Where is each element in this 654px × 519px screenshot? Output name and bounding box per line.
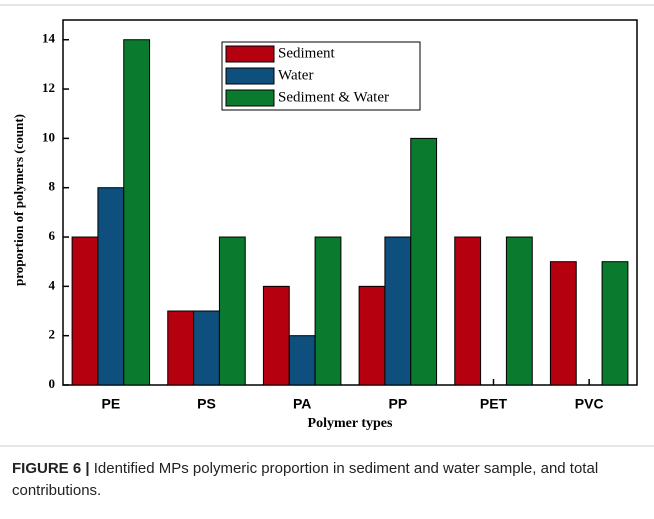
y-tick-label: 8 bbox=[49, 179, 56, 194]
caption-label: FIGURE 6 | bbox=[12, 460, 90, 477]
bar bbox=[454, 236, 482, 386]
bar bbox=[410, 137, 438, 386]
legend-swatch bbox=[225, 67, 275, 85]
legend-swatch bbox=[225, 89, 275, 107]
bar bbox=[601, 261, 629, 386]
bar bbox=[167, 310, 195, 386]
y-tick-label: 0 bbox=[49, 376, 56, 391]
chart: proportion of polymers (count) Polymer t… bbox=[0, 4, 654, 447]
legend-label: Sediment bbox=[278, 45, 335, 61]
x-axis-label: Polymer types bbox=[308, 416, 393, 431]
x-tick-label: PET bbox=[480, 396, 508, 412]
bar bbox=[358, 285, 386, 386]
legend-label: Water bbox=[278, 67, 313, 83]
y-tick-label: 14 bbox=[42, 31, 56, 46]
x-tick-label: PE bbox=[101, 396, 120, 412]
bar bbox=[288, 335, 316, 386]
bar bbox=[123, 39, 151, 386]
bar bbox=[193, 310, 220, 386]
legend-swatch bbox=[225, 45, 275, 63]
bar bbox=[314, 236, 342, 386]
y-axis-label: proportion of polymers (count) bbox=[11, 114, 26, 286]
y-tick-label: 12 bbox=[42, 80, 55, 95]
x-tick-label: PP bbox=[388, 396, 407, 412]
caption: FIGURE 6 | Identified MPs polymeric prop… bbox=[12, 458, 642, 502]
x-tick-label: PS bbox=[197, 396, 216, 412]
plot-frame bbox=[62, 19, 638, 386]
bar bbox=[549, 261, 577, 386]
bar bbox=[97, 187, 125, 386]
bar bbox=[505, 236, 533, 386]
caption-text: Identified MPs polymeric proportion in s… bbox=[12, 460, 599, 499]
y-tick-label: 4 bbox=[49, 277, 56, 292]
legend-label: Sediment & Water bbox=[278, 89, 389, 105]
y-tick-label: 6 bbox=[49, 228, 56, 243]
y-tick-label: 10 bbox=[42, 129, 55, 144]
bar bbox=[262, 285, 290, 386]
x-tick-label: PVC bbox=[575, 396, 604, 412]
bar bbox=[384, 236, 412, 386]
bar bbox=[218, 236, 246, 386]
x-tick-label: PA bbox=[293, 396, 311, 412]
y-tick-label: 2 bbox=[49, 327, 56, 342]
bar bbox=[71, 236, 99, 386]
